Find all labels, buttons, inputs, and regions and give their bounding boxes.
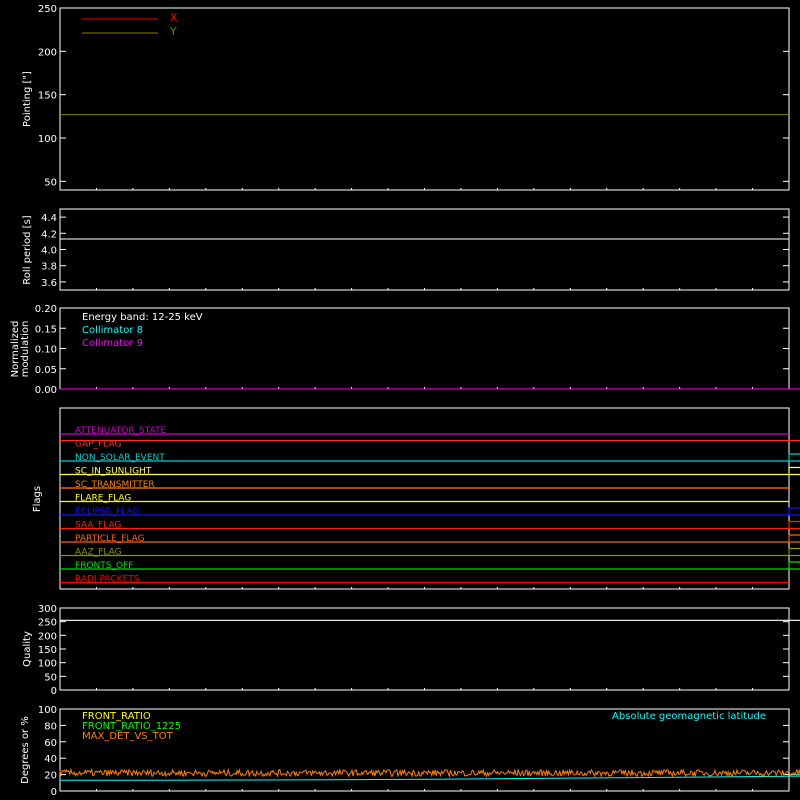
- y-tick-label: 200: [38, 631, 57, 642]
- legend-label-y: Y: [169, 25, 177, 38]
- y-tick-label: 3.8: [41, 262, 57, 273]
- legend: X Y: [82, 11, 178, 38]
- y-tick-label: 250: [38, 618, 57, 629]
- flag-non-solar-event-line: [60, 453, 800, 462]
- y-tick-label: 100: [38, 659, 57, 670]
- y-tick-label: 50: [44, 177, 57, 188]
- flag-saa-flag-line: [60, 520, 800, 530]
- chart-marks: 04:3004:4505:0005:1505:3005:4504:3004:45…: [35, 4, 800, 798]
- quality-line: [60, 619, 800, 621]
- flag-eclipse-flag-line: [60, 507, 800, 516]
- legend-label-max-det-vs-tot: MAX_DET_VS_TOT: [82, 731, 174, 742]
- y-tick-label: 150: [38, 91, 57, 102]
- flag-label-attenuator-state: ATTENUATOR_STATE: [75, 426, 167, 436]
- flag-fronts-off-line: [60, 561, 800, 570]
- flag-label-particle-flag: PARTICLE_FLAG: [75, 534, 145, 544]
- flag-label-aaz-flag: AAZ_FLAG: [75, 548, 122, 558]
- y-tick-label: 50: [44, 672, 57, 683]
- legend-label-front-ratio: FRONT_RATIO: [82, 711, 151, 722]
- flag-label-radi-packets: RADI PACKETS: [75, 575, 140, 585]
- legend-label-front-ratio-1225: FRONT_RATIO_1225: [82, 721, 181, 732]
- energy-band-annotation: Energy band: 12-25 keV: [82, 312, 203, 323]
- y-tick-label: 20: [44, 771, 57, 782]
- y-tick-label: 4.0: [41, 246, 57, 257]
- flag-aaz-flag-line: [60, 547, 800, 557]
- y-tick-label: 4.4: [41, 213, 57, 224]
- y-axis-title: Roll period [s]: [22, 215, 33, 284]
- y-tick-label: 80: [44, 721, 57, 732]
- legend-label-x: X: [170, 11, 178, 24]
- flag-label-sc-transmitter: SC_TRANSMITTER: [75, 480, 155, 490]
- flag-label-eclipse-flag: ECLIPSE_FLAG: [75, 507, 139, 517]
- y-tick-label: 0.00: [35, 385, 57, 396]
- y-tick-label: 0.10: [35, 345, 57, 356]
- y-axis-title: Flags: [32, 486, 43, 512]
- flag-label-non-solar-event: NON_SOLAR_EVENT: [75, 453, 165, 463]
- y-tick-label: 0.05: [35, 365, 57, 376]
- y-tick-label: 150: [38, 645, 57, 656]
- flag-label-fronts-off: FRONTS_OFF: [75, 561, 133, 571]
- y-axis-title: Degrees or %: [20, 716, 31, 784]
- legend-label-geomagnetic-latitude: Absolute geomagnetic latitude: [612, 711, 766, 722]
- y-tick-label: 300: [38, 604, 57, 615]
- flag-particle-flag-line: [60, 534, 800, 543]
- y-tick-label: 0: [51, 686, 57, 697]
- y-tick-label: 40: [44, 754, 57, 765]
- legend-label-collimator-8: Collimator 8: [82, 325, 143, 336]
- y-axis-title: Quality: [22, 631, 33, 667]
- y-axis-title-line1: Normalized: [10, 321, 21, 378]
- y-tick-label: 3.6: [41, 278, 57, 289]
- y-axis-title-line2: modulation: [20, 321, 31, 378]
- y-tick-label: 60: [44, 738, 57, 749]
- y-tick-label: 100: [38, 134, 57, 145]
- y-tick-label: 0.15: [35, 324, 57, 335]
- y-tick-label: 250: [38, 4, 57, 15]
- y-tick-label: 0: [51, 787, 57, 798]
- y-tick-label: 4.2: [41, 229, 57, 240]
- flag-label-saa-flag: SAA_FLAG: [75, 521, 121, 531]
- flag-label-gap-flag: GAP_FLAG: [75, 440, 121, 450]
- y-tick-label: 100: [38, 705, 57, 716]
- legend-label-collimator-9: Collimator 9: [82, 338, 143, 349]
- flag-label-flare-flag: FLARE_FLAG: [75, 494, 131, 504]
- y-tick-label: 200: [38, 47, 57, 58]
- flag-label-sc-in-sunlight: SC_IN_SUNLIGHT: [75, 467, 152, 477]
- y-axis-title: Pointing ["]: [22, 71, 33, 127]
- max-det-vs-tot-line: [59, 767, 800, 779]
- y-tick-label: 0.20: [35, 304, 57, 315]
